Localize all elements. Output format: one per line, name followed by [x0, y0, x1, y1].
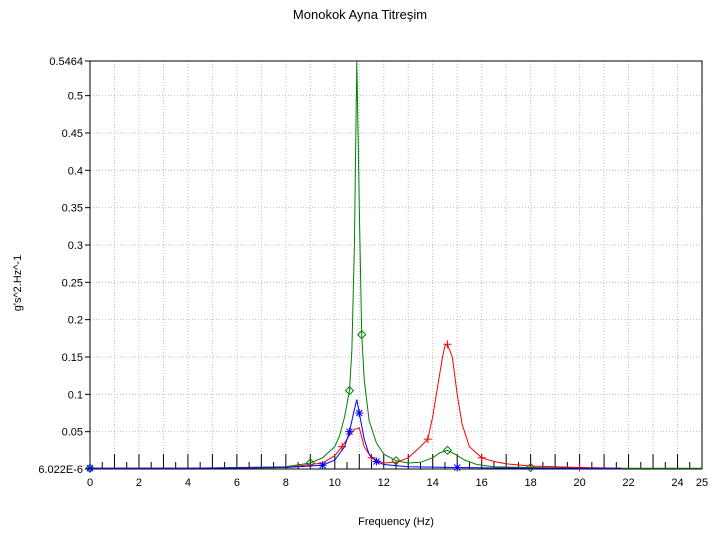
x-tick-label: 14 — [427, 477, 439, 489]
chart-title: Monokok Ayna Titreşim — [292, 7, 428, 22]
grid-lines — [90, 61, 702, 469]
x-tick-label: 6 — [234, 477, 240, 489]
series-line-3 — [90, 399, 622, 469]
series-marker-3 — [345, 427, 354, 436]
y-tick-label: 0.25 — [62, 277, 83, 289]
series-marker-1 — [344, 385, 355, 396]
x-tick-label: 22 — [622, 477, 634, 489]
x-tick-label: 2 — [136, 477, 142, 489]
y-axis-ticks: 6.022E-6 0.05 0.1 0.15 0.2 0.25 0.3 0.35 0.4 0.45… — [38, 56, 90, 476]
series-marker-3 — [372, 457, 381, 466]
series-marker-2 — [423, 435, 432, 444]
y-tick-label: 0.1 — [68, 389, 83, 401]
y-tick-label: 0.45 — [62, 128, 83, 140]
series-marker-3 — [355, 409, 364, 418]
y-tick-label: 0.4 — [68, 165, 83, 177]
y-tick-label: 0.15 — [62, 352, 83, 364]
series-marker-1 — [442, 445, 453, 456]
series-marker-3 — [453, 463, 462, 472]
y-tick-label: 0.5464 — [49, 56, 83, 68]
x-tick-label: 18 — [525, 477, 537, 489]
series-marker-2 — [575, 463, 584, 472]
series-marker-3 — [318, 461, 327, 470]
series-line-1 — [90, 60, 702, 469]
series-marker-1 — [305, 458, 316, 468]
series-marker-3 — [86, 464, 94, 473]
y-tick-label: 0.5 — [68, 91, 83, 103]
y-tick-label: 0.3 — [68, 240, 83, 252]
x-tick-label: 12 — [378, 477, 390, 489]
x-tick-label: 10 — [329, 477, 341, 489]
series-marker-2 — [443, 340, 452, 349]
x-tick-label: 4 — [185, 477, 191, 489]
plot-frame — [89, 60, 703, 470]
series-marker-2 — [477, 453, 486, 462]
x-tick-label: 20 — [573, 477, 585, 489]
x-tick-label: 24 — [671, 477, 683, 489]
y-tick-label: 0.2 — [68, 315, 83, 327]
series-marker-1 — [85, 463, 95, 473]
x-tick-label: 25 — [696, 477, 708, 489]
y-tick-label: 0.05 — [62, 427, 83, 439]
x-tick-label: 8 — [283, 477, 289, 489]
x-axis-ticks: 0 2 4 6 8 10 12 14 16 18 20 22 24 25 — [87, 454, 708, 489]
x-axis-label: Frequency (Hz) — [358, 516, 434, 528]
series-group — [85, 60, 702, 473]
series-marker-1 — [391, 456, 401, 466]
x-tick-label: 16 — [476, 477, 488, 489]
series-line-2 — [90, 343, 622, 469]
series-marker-1 — [357, 329, 367, 340]
y-tick-label: 0.35 — [62, 203, 83, 215]
x-tick-label: 0 — [87, 477, 93, 489]
series-marker-2 — [367, 453, 376, 462]
y-tick-label: 6.022E-6 — [38, 464, 83, 476]
